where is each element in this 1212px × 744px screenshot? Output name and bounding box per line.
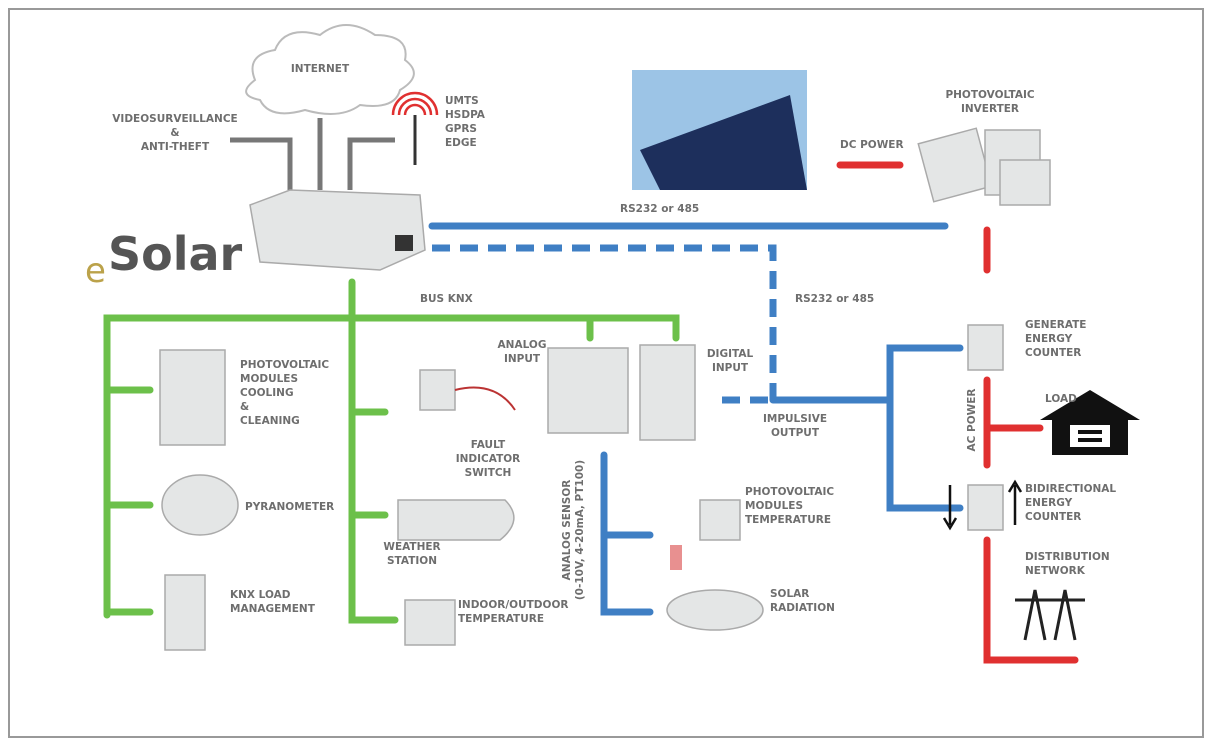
label: IMPULSIVE: [763, 413, 827, 425]
label: TEMPERATURE: [745, 514, 831, 526]
label: &: [170, 127, 179, 139]
label: ANALOG SENSOR: [561, 480, 573, 581]
label: GENERATE: [1025, 319, 1086, 331]
label: PHOTOVOLTAIC: [240, 359, 329, 371]
label: (0-10V, 4-20mA, PT100): [574, 460, 586, 600]
label: AC POWER: [966, 389, 978, 452]
label: INPUT: [712, 362, 749, 374]
label: NETWORK: [1025, 565, 1086, 577]
label: ENERGY: [1025, 333, 1073, 345]
diagram: e Solar: [0, 0, 1212, 744]
solar-controller: [250, 190, 425, 270]
label: STATION: [387, 555, 437, 567]
label: MODULES: [745, 500, 803, 512]
label: WEATHER: [383, 541, 440, 553]
label: HSDPA: [445, 109, 486, 121]
label: PHOTOVOLTAIC: [745, 486, 834, 498]
label: RS232 or 485: [795, 293, 874, 305]
logo-name: Solar: [108, 227, 243, 281]
label: INTERNET: [291, 63, 350, 75]
label: CLEANING: [240, 415, 300, 427]
solar-panel: [632, 70, 807, 190]
label: DIGITAL: [707, 348, 754, 360]
label: COUNTER: [1025, 511, 1081, 523]
label: MANAGEMENT: [230, 603, 316, 615]
label: MODULES: [240, 373, 298, 385]
label: LOAD: [1045, 393, 1077, 405]
label: BUS KNX: [420, 293, 473, 305]
label: UMTS: [445, 95, 479, 107]
label: COOLING: [240, 387, 294, 399]
label: INDOOR/OUTDOOR: [458, 599, 568, 611]
label: INPUT: [504, 353, 541, 365]
label: RADIATION: [770, 602, 835, 614]
label: &: [240, 401, 249, 413]
label: RS232 or 485: [620, 203, 699, 215]
label: TEMPERATURE: [458, 613, 544, 625]
label: SOLAR: [770, 588, 809, 600]
label: INVERTER: [961, 103, 1019, 115]
label: SWITCH: [465, 467, 512, 479]
label: PYRANOMETER: [245, 501, 334, 513]
label: OUTPUT: [771, 427, 820, 439]
logo-prefix: e: [85, 251, 106, 291]
label: ENERGY: [1025, 497, 1073, 509]
label: INDICATOR: [456, 453, 521, 465]
label: ANTI-THEFT: [141, 141, 210, 153]
label: FAULT: [471, 439, 506, 451]
label: ANALOG: [498, 339, 547, 351]
label: COUNTER: [1025, 347, 1081, 359]
label: DC POWER: [840, 139, 904, 151]
label: VIDEOSURVEILLANCE: [112, 113, 237, 125]
label: GPRS: [445, 123, 477, 135]
label: KNX LOAD: [230, 589, 291, 601]
label: DISTRIBUTION: [1025, 551, 1110, 563]
label: EDGE: [445, 137, 477, 149]
label: PHOTOVOLTAIC: [945, 89, 1034, 101]
label: BIDIRECTIONAL: [1025, 483, 1116, 495]
